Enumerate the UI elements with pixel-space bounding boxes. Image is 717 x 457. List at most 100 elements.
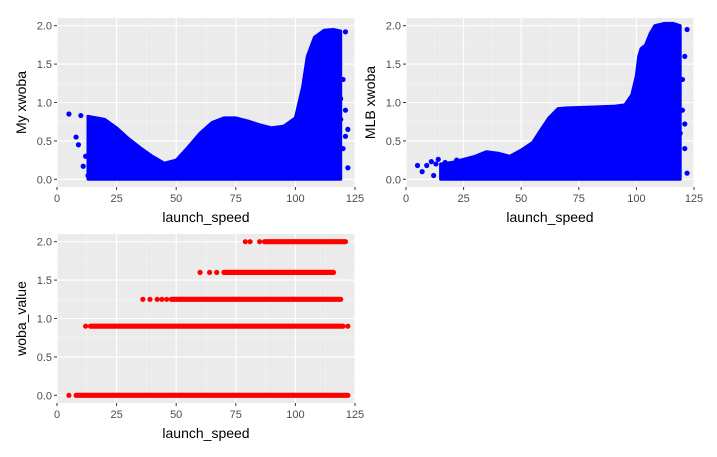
- x-tick-label: 125: [346, 409, 364, 421]
- y-axis-title: MLB xwoba: [362, 66, 378, 139]
- y-axis-title: My xwoba: [13, 71, 29, 134]
- data-point: [102, 172, 108, 179]
- data-point: [440, 173, 446, 179]
- data-point: [90, 143, 96, 149]
- data-point: [675, 157, 681, 163]
- data-point: [83, 153, 89, 159]
- data-point: [340, 145, 346, 152]
- data-point: [66, 392, 72, 398]
- data-point: [342, 107, 349, 113]
- data-point: [73, 134, 79, 140]
- data-point: [684, 26, 690, 33]
- data-point: [75, 142, 82, 148]
- data-point: [333, 159, 339, 166]
- data-point: [677, 130, 683, 136]
- data-point: [682, 145, 688, 152]
- y-tick-label: 0.0: [37, 390, 52, 402]
- point-cloud: [439, 21, 682, 181]
- data-point: [106, 167, 113, 173]
- data-point: [154, 296, 160, 302]
- y-tick-label: 1.0: [386, 98, 401, 110]
- x-tick-label: 25: [110, 409, 122, 421]
- x-tick-label: 100: [627, 193, 645, 205]
- data-point: [340, 76, 346, 83]
- data-point: [419, 169, 425, 175]
- data-point: [345, 165, 351, 171]
- x-tick-label: 50: [170, 193, 182, 205]
- data-point: [682, 121, 688, 127]
- panel-2: 0 25 50 75 100 125 0.0 0.5 1.0 1.5 2.0 launch_speed…: [362, 18, 703, 225]
- x-tick-label: 125: [346, 193, 364, 205]
- data-point: [428, 159, 434, 165]
- data-point: [431, 172, 437, 179]
- y-tick-label: 0.0: [37, 174, 52, 186]
- y-tick-label: 2.0: [37, 21, 52, 33]
- y-tick-label: 2.0: [37, 237, 52, 249]
- panel-1: 0 25 50 75 100 125 0.0 0.5 1.0 1.5 2.0 launch_speed…: [13, 18, 364, 225]
- data-point: [80, 163, 86, 169]
- data-point: [345, 126, 351, 132]
- data-point: [433, 161, 439, 167]
- data-point: [679, 107, 686, 113]
- data-point: [83, 323, 89, 329]
- x-tick-label: 0: [54, 193, 60, 205]
- data-point: [345, 323, 351, 329]
- y-tick-label: 2.0: [386, 21, 401, 33]
- x-axis-title: launch_speed: [162, 209, 249, 225]
- data-point: [197, 269, 203, 276]
- data-point: [424, 162, 430, 169]
- data-point: [454, 157, 460, 163]
- data-point: [449, 174, 455, 180]
- x-tick-label: 75: [573, 193, 585, 205]
- point-cloud: [86, 28, 343, 181]
- y-tick-label: 0.0: [386, 174, 401, 186]
- y-tick-label: 1.0: [37, 98, 52, 110]
- x-tick-label: 25: [110, 193, 122, 205]
- data-point: [242, 239, 248, 245]
- data-point: [87, 132, 93, 138]
- data-point: [147, 296, 153, 302]
- x-tick-label: 75: [230, 409, 242, 421]
- data-point: [338, 116, 344, 122]
- x-tick-label: 0: [54, 409, 60, 421]
- data-point: [328, 175, 334, 181]
- data-point: [94, 168, 101, 174]
- y-tick-label: 0.5: [37, 136, 52, 148]
- data-point: [682, 53, 688, 60]
- data-point: [140, 296, 146, 302]
- y-axis-title: woba_value: [13, 281, 29, 357]
- y-tick-label: 1.5: [386, 59, 401, 71]
- x-tick-label: 100: [286, 193, 304, 205]
- y-tick-label: 0.5: [37, 352, 52, 364]
- data-point: [85, 172, 91, 179]
- data-point: [338, 96, 344, 102]
- data-point: [342, 133, 349, 139]
- data-point: [164, 296, 170, 302]
- panel-3: 0 25 50 75 100 125 0.0 0.5 1.0 1.5 2.0 launch_speed…: [13, 234, 364, 441]
- y-tick-label: 1.0: [37, 314, 52, 326]
- data-point: [684, 170, 690, 176]
- x-tick-label: 25: [457, 193, 469, 205]
- x-tick-label: 125: [685, 193, 703, 205]
- x-tick-label: 75: [230, 193, 242, 205]
- x-tick-label: 50: [515, 193, 527, 205]
- x-axis-title: launch_speed: [506, 209, 593, 225]
- x-tick-label: 0: [403, 193, 409, 205]
- data-point: [159, 296, 165, 302]
- data-point: [257, 239, 263, 245]
- y-tick-label: 0.5: [386, 136, 401, 148]
- data-point: [97, 152, 103, 158]
- data-point: [414, 162, 421, 169]
- data-point: [206, 269, 213, 276]
- x-tick-label: 100: [286, 409, 304, 421]
- data-point: [679, 76, 686, 83]
- y-tick-label: 1.5: [37, 59, 52, 71]
- data-point: [442, 159, 448, 166]
- data-point: [342, 29, 349, 35]
- data-point: [435, 156, 441, 162]
- y-tick-label: 1.5: [37, 275, 52, 287]
- x-axis-title: launch_speed: [162, 425, 249, 441]
- x-tick-label: 50: [170, 409, 182, 421]
- data-point: [78, 112, 84, 119]
